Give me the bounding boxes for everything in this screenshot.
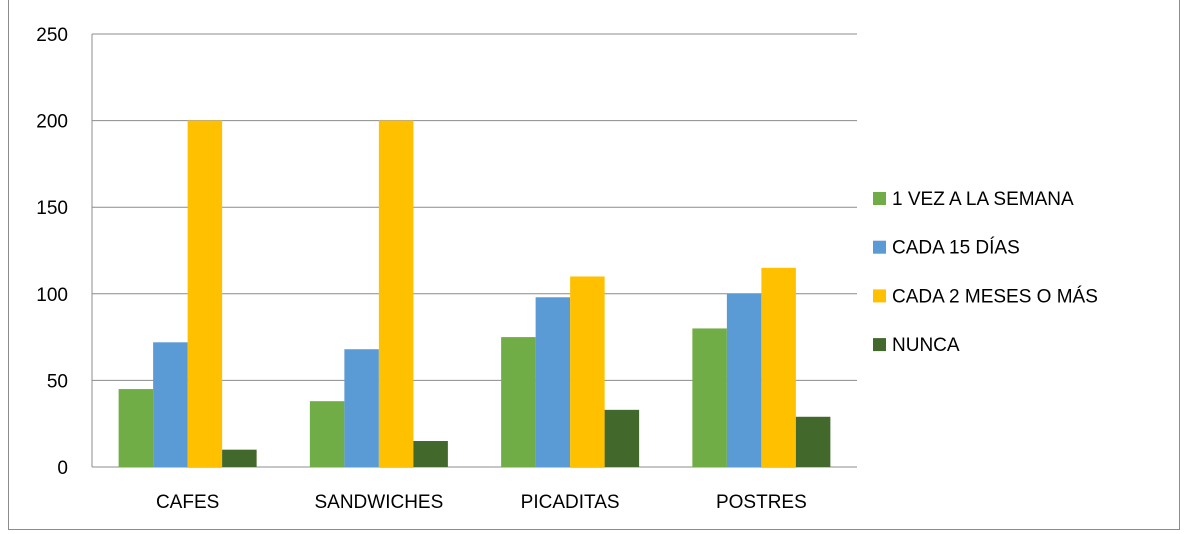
bar bbox=[413, 441, 448, 467]
bar bbox=[726, 293, 762, 467]
bar bbox=[570, 276, 605, 467]
bar bbox=[378, 120, 414, 467]
bar bbox=[761, 267, 796, 467]
legend-swatch bbox=[873, 240, 886, 254]
y-tick-label: 200 bbox=[36, 112, 68, 133]
x-tick-label: CAFES bbox=[156, 492, 219, 513]
bar bbox=[604, 409, 640, 467]
legend-swatch bbox=[873, 289, 886, 303]
bar bbox=[535, 297, 571, 467]
bar bbox=[795, 416, 831, 467]
y-tick-label: 0 bbox=[57, 458, 68, 479]
bar bbox=[501, 337, 536, 467]
x-axis-ticks: CAFES SANDWICHES PICADITAS POSTRES bbox=[156, 492, 807, 513]
bars bbox=[118, 120, 831, 467]
x-tick-label: POSTRES bbox=[716, 492, 807, 513]
bar bbox=[187, 120, 223, 467]
legend: 1 VEZ A LA SEMANA CADA 15 DÍAS CADA 2 MESE… bbox=[873, 189, 1098, 356]
y-tick-label: 250 bbox=[36, 25, 68, 46]
legend-label: CADA 15 DÍAS bbox=[892, 238, 1020, 259]
y-tick-label: 50 bbox=[47, 371, 68, 392]
bar bbox=[118, 389, 154, 467]
bar bbox=[344, 349, 379, 467]
legend-label: 1 VEZ A LA SEMANA bbox=[892, 189, 1074, 210]
bar bbox=[153, 342, 188, 467]
x-tick-label: SANDWICHES bbox=[314, 492, 443, 513]
y-tick-label: 100 bbox=[36, 285, 68, 306]
bar bbox=[692, 328, 727, 467]
y-axis-ticks: 0 50 100 150 200 250 bbox=[36, 25, 68, 479]
legend-swatch bbox=[873, 338, 886, 352]
bar bbox=[222, 449, 257, 467]
y-tick-label: 150 bbox=[36, 198, 68, 219]
legend-label: CADA 2 MESES O MÁS bbox=[892, 286, 1098, 307]
bar bbox=[309, 401, 345, 467]
legend-label: NUNCA bbox=[892, 335, 960, 356]
x-tick-label: PICADITAS bbox=[521, 492, 620, 513]
legend-swatch bbox=[873, 192, 886, 205]
